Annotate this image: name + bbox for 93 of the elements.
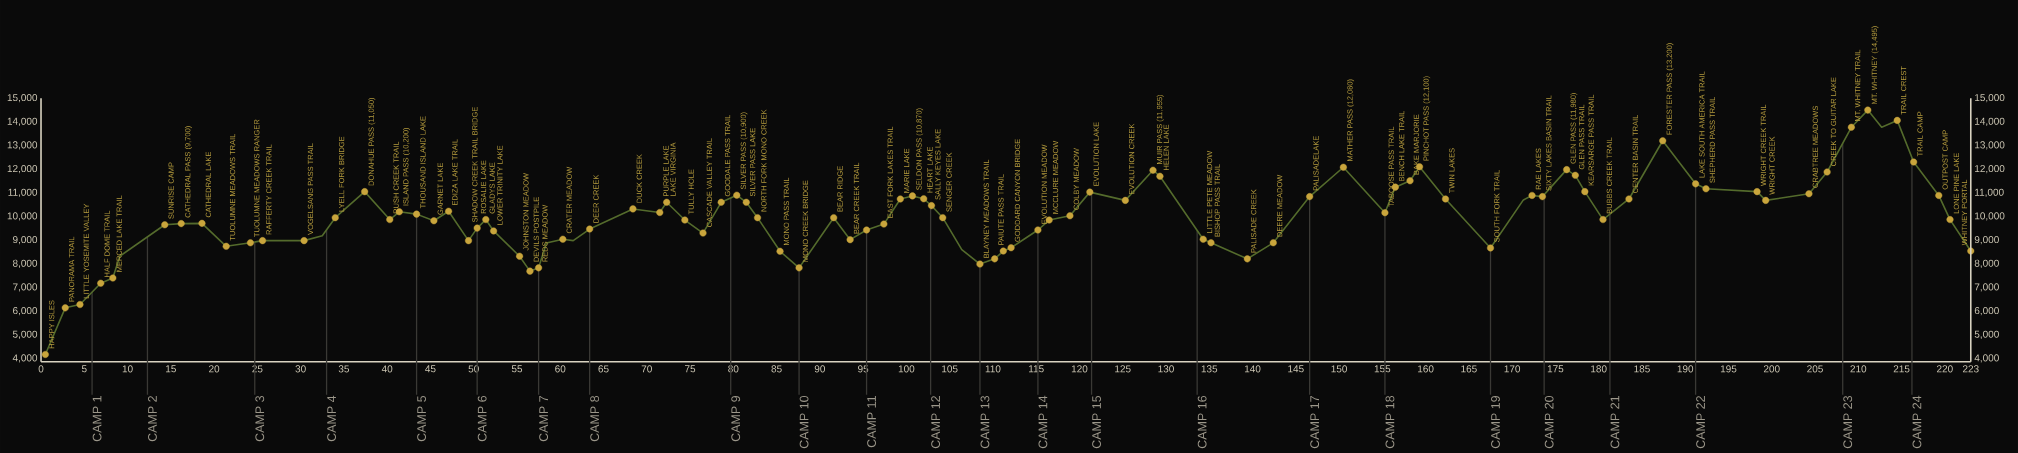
x-tick-label: 85: [771, 365, 782, 373]
ref-line-label: CAMP 16: [1197, 395, 1207, 448]
y2-tick-label: 9,000: [1974, 235, 1999, 245]
y2-tick-label: 11,000: [1975, 188, 2004, 197]
y-tick-label: 12,000: [7, 164, 38, 174]
x-tick-label: 220: [1936, 365, 1953, 373]
x-tick-label: 135: [1201, 365, 1218, 373]
x-tick-label: 180: [1591, 365, 1607, 373]
y2-tick-label: 14,000: [1975, 117, 2005, 126]
x-tick-label: 160: [1418, 365, 1434, 373]
ref-line-label: CAMP 13: [980, 395, 990, 448]
ref-line-label: CAMP 22: [1696, 395, 1706, 448]
y-tick-label: 6,000: [13, 306, 38, 316]
x-tick-label: 40: [381, 365, 393, 373]
x-tick-label: 140: [1244, 365, 1261, 373]
y2-tick-label: 12,000: [1975, 164, 2005, 174]
x-tick-label: 105: [942, 365, 958, 373]
x-tick-label: 55: [511, 365, 523, 373]
x-tick-label: 70: [641, 365, 652, 373]
ref-line-label: CAMP 23: [1843, 395, 1853, 448]
y2-tick-label: 7,000: [1974, 283, 1999, 292]
y-tick-label: 10,000: [7, 212, 38, 221]
y2-tick-label: 13,000: [1975, 141, 2005, 150]
x-tick-label: 65: [598, 365, 609, 373]
x-tick-label: 145: [1288, 365, 1304, 373]
y2-tick-label: 6,000: [1974, 306, 1999, 316]
x-tick-label: 50: [468, 365, 479, 373]
x-tick-label: 100: [898, 365, 915, 373]
y-tick-label: 7,000: [13, 283, 38, 292]
x-tick-label: 60: [555, 365, 566, 373]
ref-line-label: CAMP 3: [255, 395, 265, 442]
x-tick-label: 190: [1677, 365, 1694, 373]
x-tick-label: 125: [1115, 365, 1131, 373]
ref-line-label: CAMP 2: [148, 395, 157, 442]
x-tick-label: 195: [1720, 365, 1737, 373]
x-tick-label: 155: [1374, 365, 1391, 373]
ref-line-label: CAMP 8: [590, 395, 600, 442]
y2-tick-label: 10,000: [1975, 212, 2005, 221]
ref-line-label: CAMP 4: [327, 395, 336, 442]
y-tick-label: 9,000: [12, 235, 38, 245]
x-tick-label: 90: [814, 365, 826, 373]
y2-tick-label: 8,000: [1974, 259, 1999, 268]
x-tick-label: 20: [209, 365, 220, 373]
x-tick-label: 210: [1850, 365, 1867, 373]
x-tick-label: 0: [38, 365, 44, 373]
y-tick-label: 15,000: [7, 93, 38, 103]
ref-line-label: CAMP 5: [417, 395, 426, 442]
ref-line-label: CAMP 7: [539, 395, 549, 442]
x-tick-label: 10: [122, 365, 133, 373]
y-tick-label: 5,000: [12, 330, 38, 339]
ref-line-label: CAMP 9: [731, 395, 741, 442]
y2-tick-label: 5,000: [1974, 330, 1999, 339]
x-tick-label: 215: [1893, 365, 1910, 373]
ref-line-label: CAMP 20: [1544, 395, 1554, 448]
ref-line-label: CAMP 17: [1310, 395, 1320, 448]
y-tick-label: 13,000: [7, 141, 38, 150]
x-tick-label: 15: [166, 365, 176, 373]
y2-tick-label: 15,000: [1975, 93, 2005, 103]
x-tick-label: 185: [1634, 365, 1650, 373]
x-tick-label: 25: [252, 365, 263, 373]
y-tick-label: 11,000: [8, 188, 38, 197]
x-tick-label: 75: [685, 365, 696, 373]
x-tick-label: 45: [425, 365, 436, 373]
ref-line-label: CAMP 18: [1385, 395, 1395, 448]
ref-line-label: CAMP 6: [477, 395, 487, 442]
x-tick-label: 205: [1807, 365, 1823, 373]
x-tick-label: 120: [1071, 365, 1088, 373]
x-tick-label: 35: [338, 365, 350, 373]
x-tick-label: 115: [1028, 365, 1044, 373]
ref-line-label: CAMP 19: [1491, 395, 1500, 448]
x-tick-label: 150: [1331, 365, 1347, 373]
y-tick-label: 4,000: [12, 354, 38, 363]
ref-line-label: CAMP 11: [867, 395, 876, 448]
ref-line-label: CAMP 1: [92, 395, 102, 442]
x-tick-label: 80: [728, 365, 739, 373]
ref-line-label: CAMP 12: [931, 395, 941, 448]
x-tick-label: 223: [1962, 365, 1979, 373]
ref-line-label: CAMP 14: [1038, 395, 1048, 448]
x-tick-label: 30: [295, 365, 306, 373]
x-tick-label: 110: [985, 365, 1001, 373]
ref-line-label: CAMP 10: [799, 395, 809, 448]
ref-line-label: CAMP 24: [1912, 395, 1922, 448]
ref-line-label: CAMP 15: [1092, 395, 1101, 448]
x-tick-label: 5: [81, 365, 87, 373]
y2-tick-label: 4,000: [1974, 354, 1999, 363]
y-tick-label: 8,000: [12, 259, 38, 268]
x-tick-label: 200: [1763, 365, 1780, 373]
x-tick-label: 165: [1461, 365, 1477, 373]
x-tick-label: 175: [1547, 365, 1564, 373]
x-tick-label: 170: [1504, 365, 1521, 373]
y-tick-label: 14,000: [7, 117, 38, 126]
ref-line-label: CAMP 21: [1610, 395, 1620, 448]
x-tick-label: 130: [1158, 365, 1174, 373]
